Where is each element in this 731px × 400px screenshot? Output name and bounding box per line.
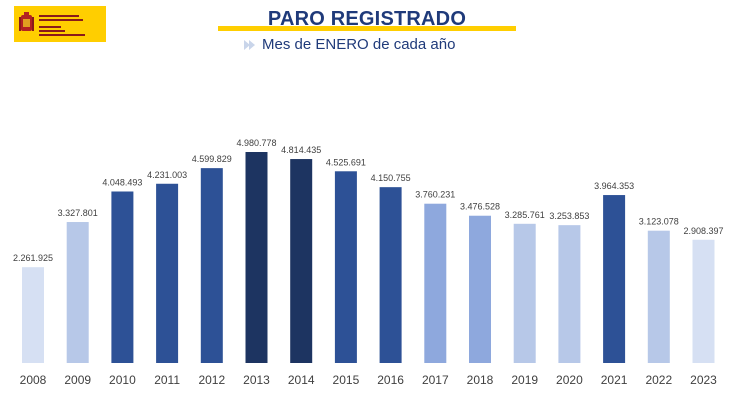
x-tick-label-2021: 2021 <box>601 373 628 387</box>
x-tick-label-2009: 2009 <box>64 373 91 387</box>
value-label-2012: 4.599.829 <box>192 154 232 164</box>
page-subtitle: Mes de ENERO de cada año <box>262 36 456 53</box>
bar-2021 <box>603 195 626 363</box>
x-tick-label-2022: 2022 <box>645 373 672 387</box>
value-label-2011: 4.231.003 <box>147 170 187 180</box>
chevron-right-icon <box>244 40 255 50</box>
value-label-2013: 4.980.778 <box>236 138 276 148</box>
bar-2009 <box>66 222 89 363</box>
bar-2012 <box>200 168 223 363</box>
bar-2016 <box>379 187 402 363</box>
value-label-2018: 3.476.528 <box>460 202 500 212</box>
x-tick-label-2015: 2015 <box>333 373 360 387</box>
bar-2017 <box>424 203 447 363</box>
government-logo <box>14 6 106 42</box>
bar-2023 <box>692 239 715 363</box>
coat-of-arms-icon <box>19 12 34 31</box>
bar-2020 <box>558 225 581 363</box>
value-label-2015: 4.525.691 <box>326 157 366 167</box>
value-label-2019: 3.285.761 <box>505 210 545 220</box>
x-tick-label-2010: 2010 <box>109 373 136 387</box>
bar-2018 <box>469 215 491 363</box>
page-title: PARO REGISTRADO <box>267 8 467 30</box>
x-tick-labels-group: 2008 2009 2010 2011 2012 2013 2014 2015 2016 2017… <box>20 373 718 387</box>
x-tick-label-2012: 2012 <box>198 373 225 387</box>
bar-2013 <box>245 152 268 363</box>
value-label-2020: 3.253.853 <box>549 211 589 221</box>
bar-2022 <box>647 230 670 363</box>
bar-2014 <box>290 159 313 363</box>
value-labels-group: 2.261.925 3.327.801 4.048.493 4.231.003 4.59… <box>13 138 724 263</box>
value-label-2008: 2.261.925 <box>13 253 53 263</box>
header: PARO REGISTRADO Mes de ENERO de cada año <box>0 0 731 60</box>
x-tick-label-2016: 2016 <box>377 373 404 387</box>
x-tick-label-2023: 2023 <box>690 373 717 387</box>
bar-2010 <box>111 191 134 363</box>
value-label-2016: 4.150.755 <box>371 173 411 183</box>
bar-2011 <box>156 183 179 363</box>
bars-group <box>22 152 715 363</box>
title-underline <box>218 26 516 31</box>
x-tick-label-2017: 2017 <box>422 373 449 387</box>
x-tick-label-2008: 2008 <box>20 373 47 387</box>
x-tick-label-2020: 2020 <box>556 373 583 387</box>
value-label-2009: 3.327.801 <box>58 208 98 218</box>
value-label-2017: 3.760.231 <box>415 190 455 200</box>
value-label-2014: 4.814.435 <box>281 145 321 155</box>
x-tick-label-2013: 2013 <box>243 373 270 387</box>
x-tick-label-2018: 2018 <box>467 373 494 387</box>
bar-2008 <box>22 267 44 363</box>
value-label-2010: 4.048.493 <box>102 177 142 187</box>
x-tick-label-2019: 2019 <box>511 373 538 387</box>
bar-2015 <box>334 171 357 363</box>
value-label-2021: 3.964.353 <box>594 181 634 191</box>
value-label-2023: 2.908.397 <box>683 226 723 236</box>
bar-2019 <box>513 223 536 363</box>
x-tick-label-2014: 2014 <box>288 373 315 387</box>
x-tick-label-2011: 2011 <box>154 373 180 387</box>
value-label-2022: 3.123.078 <box>639 217 679 227</box>
